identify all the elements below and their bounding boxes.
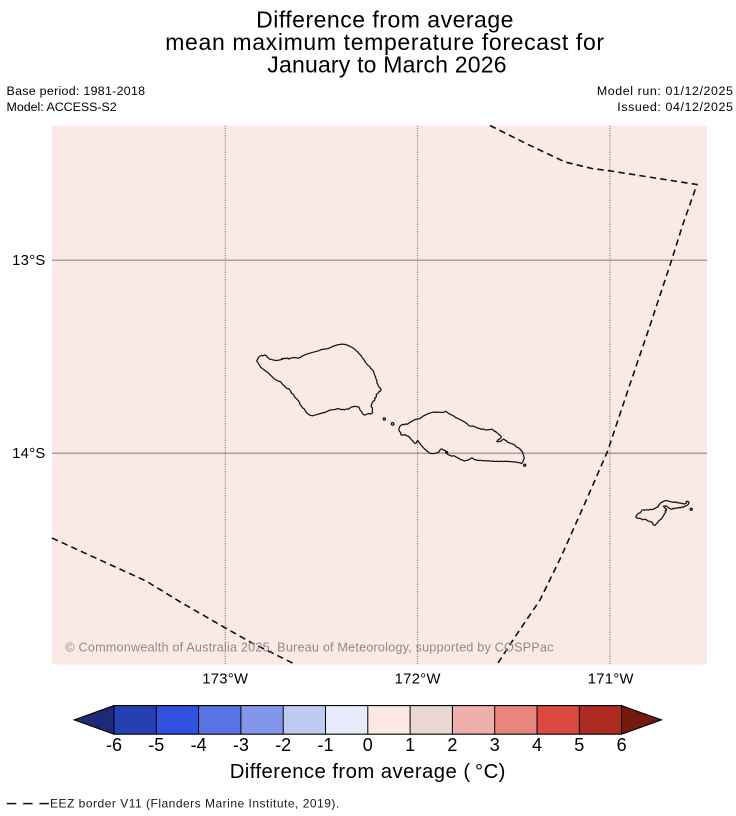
svg-text:-4: -4 [191,735,207,755]
svg-text:-3: -3 [233,735,249,755]
svg-text:Difference from average ( °C): Difference from average ( °C) [230,761,506,783]
svg-text:6: 6 [617,735,627,755]
svg-text:-6: -6 [106,735,122,755]
svg-text:Base period: 1981-2018: Base period: 1981-2018 [7,84,146,98]
svg-text:© Commonwealth of Australia 20: © Commonwealth of Australia 2025, Bureau… [65,641,554,655]
svg-text:-2: -2 [275,735,291,755]
svg-text:Model run: 01/12/2025: Model run: 01/12/2025 [597,84,734,98]
svg-text:EEZ border V11 (Flanders Marin: EEZ border V11 (Flanders Marine Institut… [50,797,340,811]
svg-text:mean maximum temperature forec: mean maximum temperature forecast for [165,29,604,55]
svg-text:Model: ACCESS-S2: Model: ACCESS-S2 [7,100,117,114]
svg-text:2: 2 [447,735,457,755]
svg-text:0: 0 [363,735,373,755]
svg-text:Difference from average: Difference from average [256,7,514,33]
svg-text:Issued: 04/12/2025: Issued: 04/12/2025 [617,100,733,114]
svg-text:172°W: 172°W [395,671,441,687]
svg-text:14°S: 14°S [12,446,45,462]
svg-text:1: 1 [405,735,415,755]
svg-text:January to March 2026: January to March 2026 [267,52,506,78]
svg-text:-1: -1 [317,735,333,755]
svg-text:-5: -5 [148,735,164,755]
svg-text:171°W: 171°W [588,671,634,687]
svg-text:4: 4 [532,735,542,755]
svg-text:5: 5 [574,735,584,755]
svg-text:13°S: 13°S [12,253,45,269]
svg-text:3: 3 [490,735,500,755]
svg-text:173°W: 173°W [202,671,248,687]
